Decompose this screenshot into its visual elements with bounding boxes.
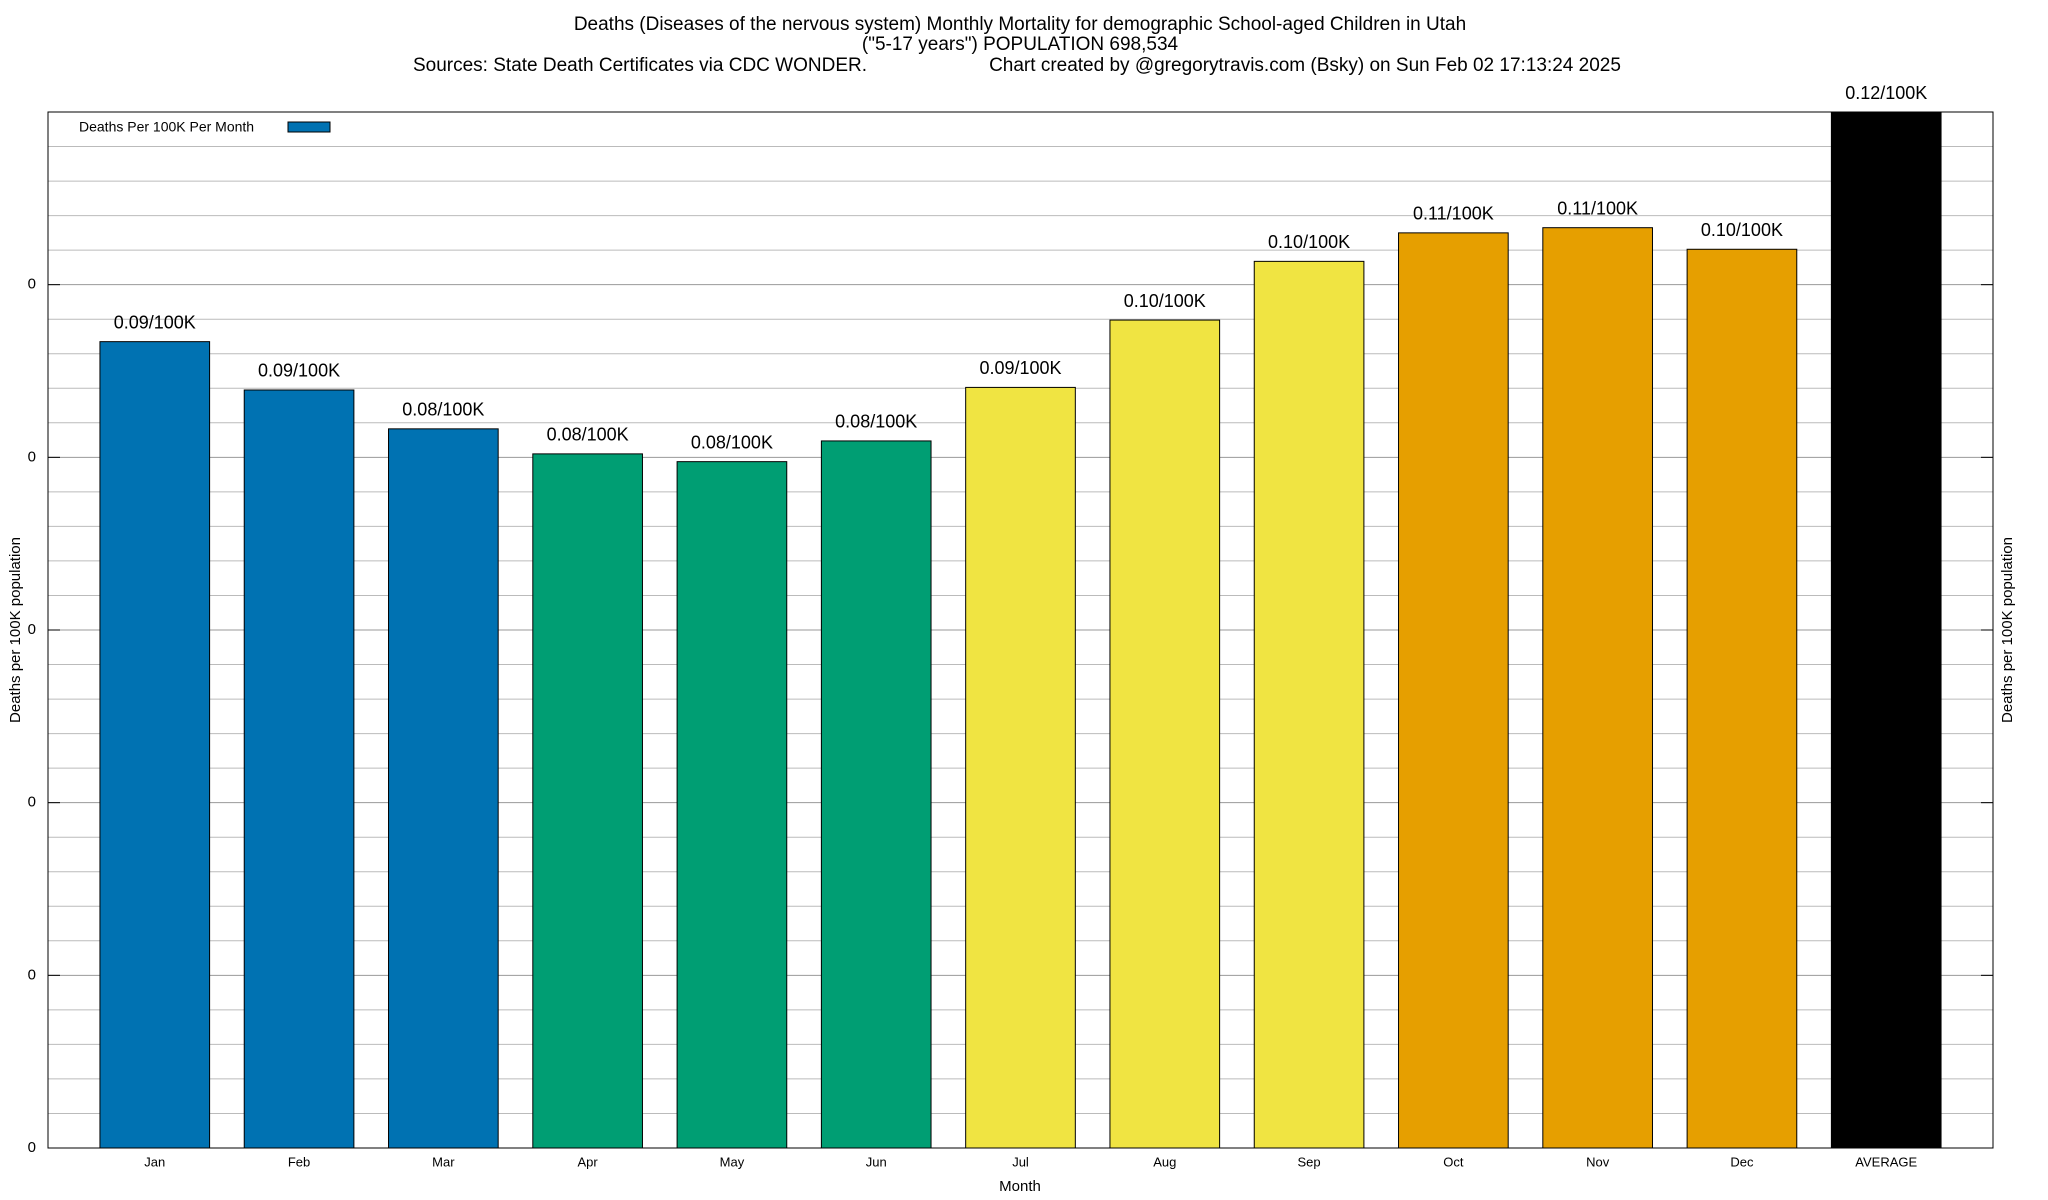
bar [1253,260,1365,1149]
y-tick-label: 0 [28,966,36,983]
value-label: 0.10/100K [1701,220,1783,240]
x-tick-label: Aug [1153,1154,1176,1169]
chart-subtitle: ("5-17 years") POPULATION 698,534 [862,34,1179,55]
x-tick-label: Feb [288,1154,310,1169]
x-tick-label: Apr [578,1154,599,1169]
y-axis-title: Deaths per 100K population [7,537,24,723]
value-label: 0.10/100K [1268,232,1350,252]
bar [676,461,788,1149]
x-axis-title: Month [999,1178,1041,1195]
bar [1109,319,1221,1149]
value-label: 0.09/100K [979,358,1061,378]
value-label: 0.10/100K [1124,291,1206,311]
bar [965,386,1076,1149]
y-tick-label: 0 [28,1139,36,1156]
bar [388,428,499,1149]
bar [820,440,932,1149]
value-label: 0.08/100K [835,412,917,432]
x-tick-label: AVERAGE [1855,1154,1917,1169]
value-label: 0.12/100K [1845,83,1927,103]
y-tick-label: 0 [28,448,36,465]
x-tick-label: Oct [1443,1154,1464,1169]
value-label: 0.09/100K [258,361,340,381]
bar [243,389,355,1149]
legend-label: Deaths Per 100K Per Month [79,119,254,135]
bar [1830,111,1942,1149]
bar [99,341,211,1149]
x-tick-label: Mar [432,1154,455,1169]
bar [532,453,643,1149]
value-label: 0.09/100K [114,312,196,332]
bar [1398,232,1509,1149]
chart-title: Deaths (Diseases of the nervous system) … [574,14,1466,35]
credit: Chart created by @gregorytravis.com (Bsk… [989,55,1621,76]
bar [1542,227,1653,1149]
x-tick-label: Sep [1298,1154,1321,1169]
value-label: 0.08/100K [402,400,484,420]
y2-axis-title: Deaths per 100K population [1999,537,2016,723]
x-tick-label: Dec [1730,1154,1754,1169]
value-label: 0.11/100K [1557,198,1638,218]
x-tick-label: May [720,1154,745,1169]
y-tick-label: 0 [28,621,36,638]
y-tick-label: 0 [28,276,36,293]
legend-swatch [287,121,331,133]
x-tick-label: Jan [144,1154,165,1169]
x-tick-label: Nov [1586,1154,1610,1169]
value-label: 0.08/100K [691,432,773,452]
value-label: 0.08/100K [547,425,629,445]
x-tick-label: Jun [866,1154,887,1169]
y-tick-label: 0 [28,794,36,811]
x-tick-label: Jul [1012,1154,1029,1169]
bar [1686,248,1798,1149]
sources: Sources: State Death Certificates via CD… [413,55,867,76]
value-label: 0.11/100K [1413,204,1494,224]
